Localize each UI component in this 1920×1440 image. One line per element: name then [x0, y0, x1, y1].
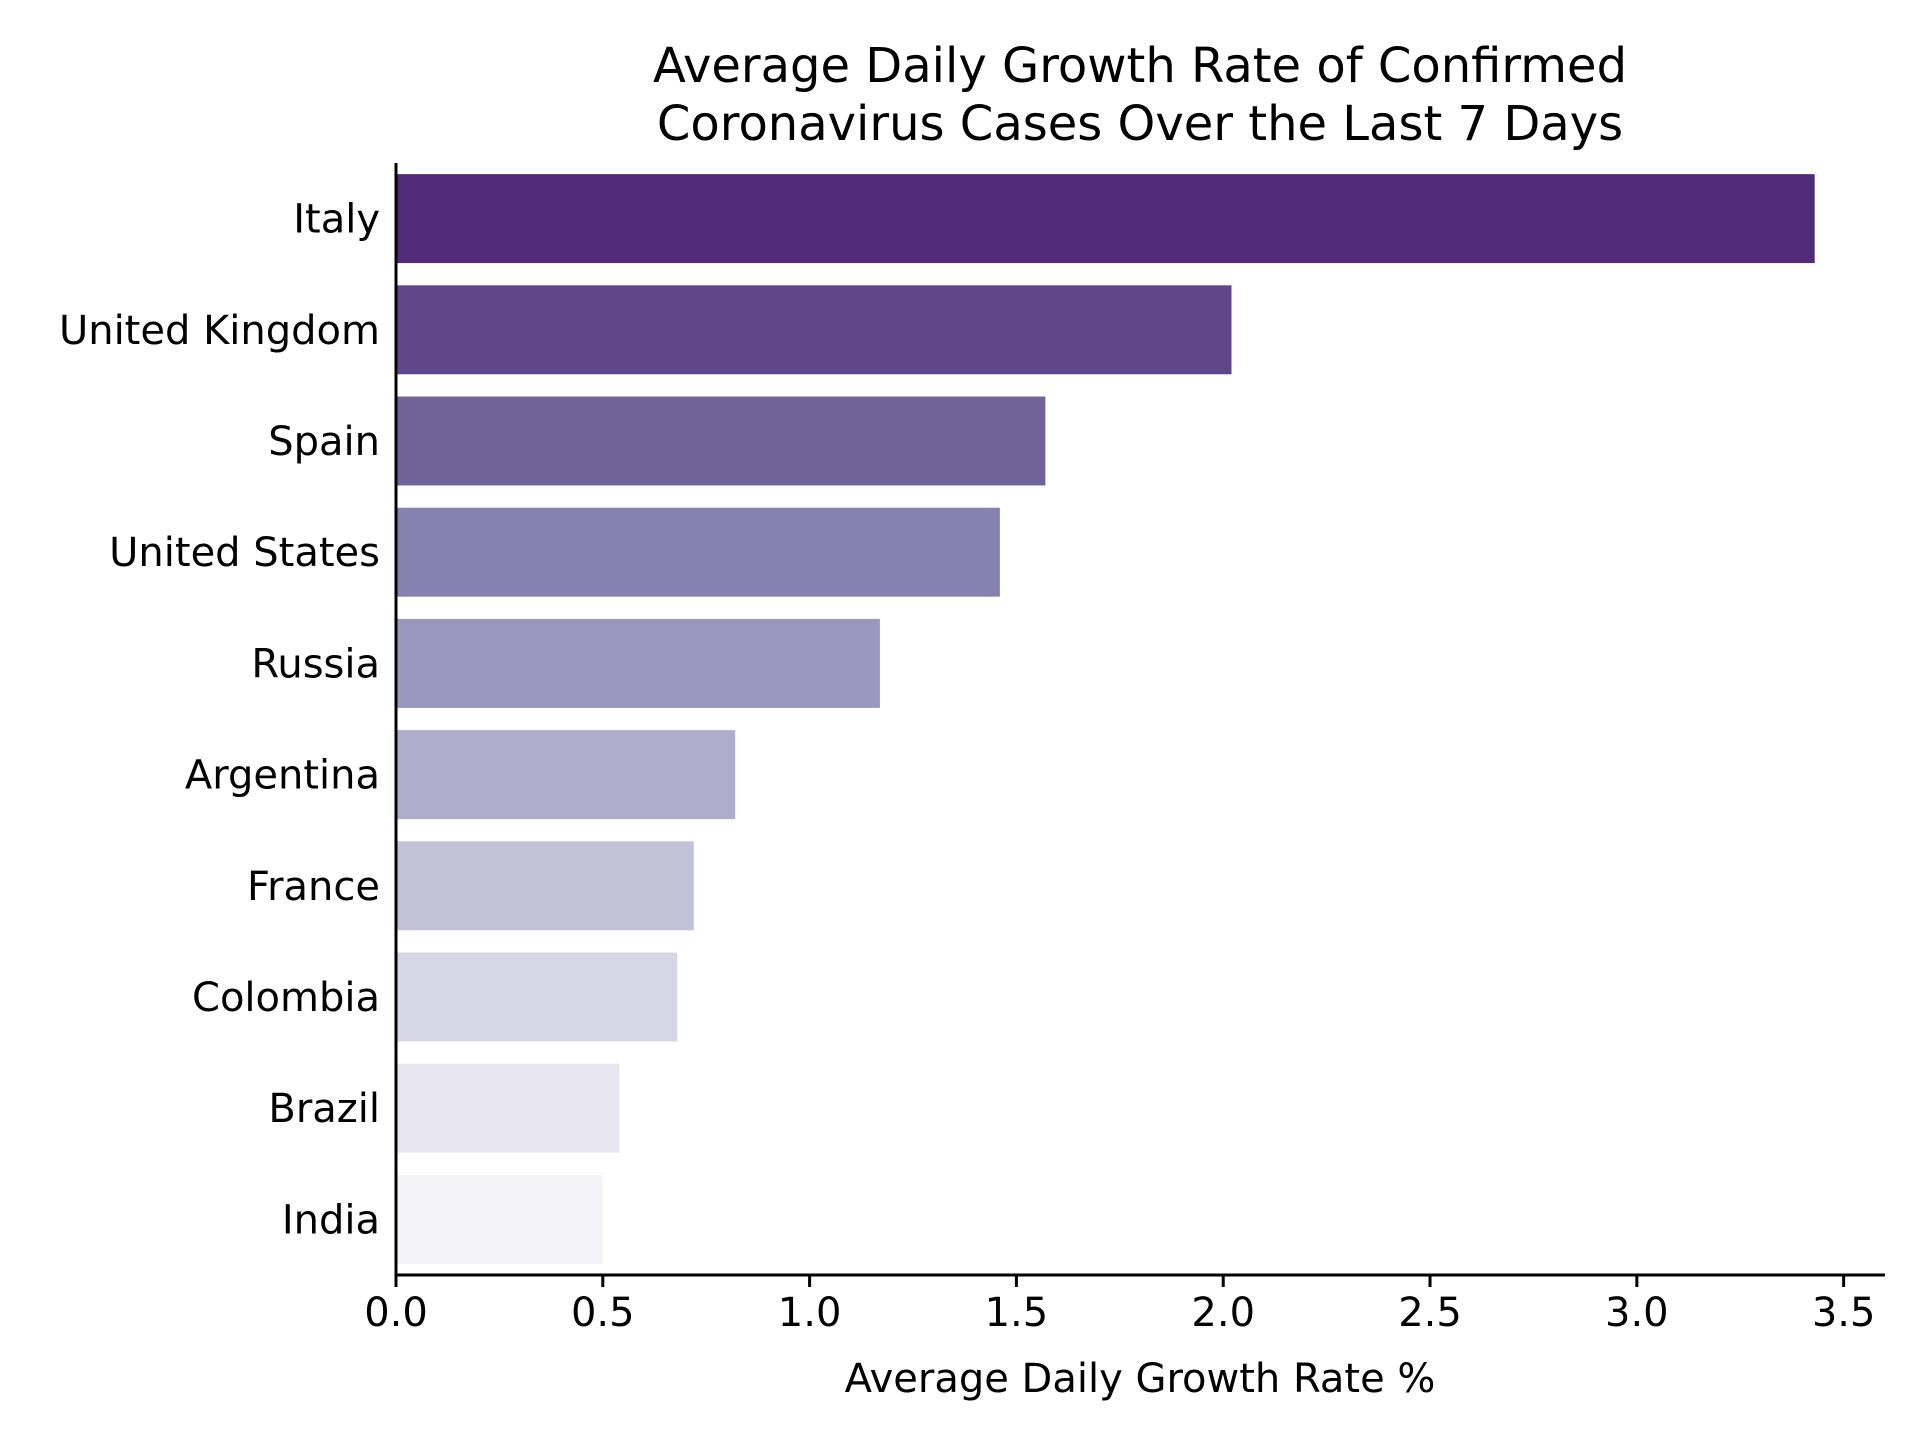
y-tick-label: United Kingdom [59, 308, 380, 354]
bar-france [396, 841, 694, 931]
x-tick-label: 0.5 [571, 1290, 635, 1336]
bar-united-states [396, 507, 1000, 597]
x-tick-label: 2.5 [1398, 1290, 1462, 1336]
y-tick-label: United States [109, 530, 380, 576]
bar-colombia [396, 952, 678, 1042]
chart-title-line-1: Average Daily Growth Rate of Confirmed [653, 38, 1627, 94]
x-tick-label: 0.0 [364, 1290, 428, 1336]
y-tick-label: Argentina [185, 753, 380, 799]
x-tick-label: 1.5 [985, 1290, 1049, 1336]
y-tick-labels: Italy United Kingdom Spain United States Rus… [59, 197, 380, 1244]
y-tick-label: Spain [268, 419, 380, 465]
bar-spain [396, 396, 1046, 486]
y-tick-label: Colombia [192, 975, 380, 1021]
x-tick-label: 2.0 [1191, 1290, 1255, 1336]
x-tick-label: 1.0 [778, 1290, 842, 1336]
chart-title-line-2: Coronavirus Cases Over the Last 7 Days [657, 96, 1623, 152]
bar-india [396, 1174, 603, 1264]
bar-russia [396, 618, 880, 708]
bar-united-kingdom [396, 285, 1232, 375]
y-tick-label: Italy [293, 197, 380, 243]
bar-argentina [396, 730, 736, 820]
y-tick-label: India [282, 1197, 380, 1243]
y-tick-label: France [247, 864, 380, 910]
x-axis-title: Average Daily Growth Rate % [845, 1356, 1436, 1402]
x-tick-label: 3.0 [1605, 1290, 1669, 1336]
bar-brazil [396, 1063, 620, 1153]
bar-italy [396, 174, 1815, 264]
y-tick-label: Brazil [268, 1086, 380, 1132]
bars-group [396, 174, 1815, 1264]
y-tick-label: Russia [251, 641, 380, 687]
x-ticks: 0.0 0.5 1.0 1.5 2.0 2.5 3.0 3.5 [364, 1275, 1875, 1336]
x-tick-label: 3.5 [1812, 1290, 1876, 1336]
